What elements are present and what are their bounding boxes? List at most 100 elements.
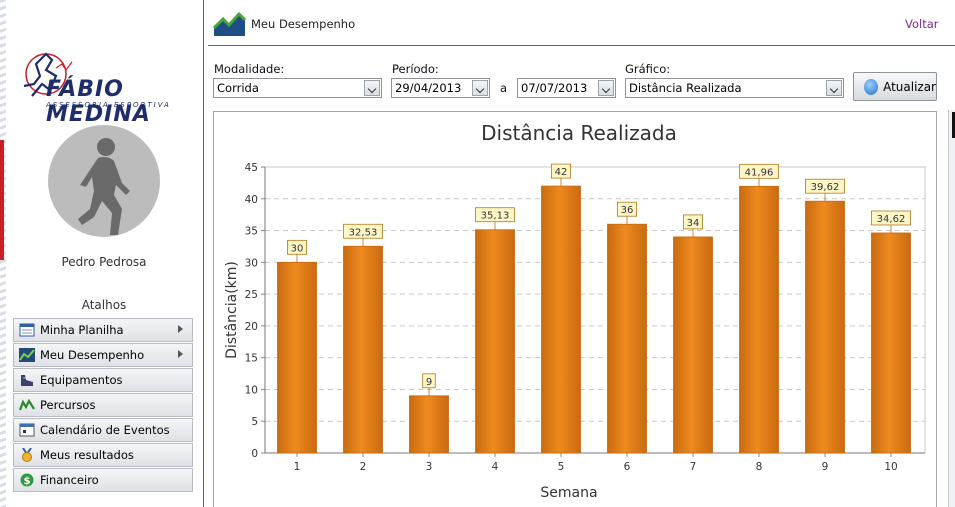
- right-scroll-edge[interactable]: [948, 110, 955, 507]
- back-link[interactable]: Voltar: [905, 17, 939, 31]
- grafico-select[interactable]: Distância Realizada: [625, 78, 844, 98]
- menu-item-meu-desempenho[interactable]: Meu Desempenho: [13, 343, 193, 367]
- chevron-down-icon[interactable]: [598, 80, 614, 96]
- y-tick-label: 40: [245, 194, 258, 206]
- data-label: 35,13: [481, 211, 510, 222]
- calendar-sheet-icon: [19, 323, 35, 337]
- data-label-box: [616, 201, 637, 217]
- y-tick-label: 10: [245, 384, 258, 396]
- data-label-box: [550, 163, 571, 179]
- bar: [409, 395, 449, 454]
- menu-item-label: Percursos: [40, 398, 96, 412]
- bar-chart: Distância Realizada051015202530354045Dis…: [224, 121, 926, 501]
- route-icon: [18, 398, 35, 412]
- y-tick-label: 0: [251, 448, 258, 460]
- x-tick-label: 6: [624, 461, 631, 473]
- menu-item-label: Meus resultados: [40, 448, 134, 462]
- grafico-label: Gráfico:: [625, 62, 671, 76]
- x-tick-label: 4: [492, 461, 499, 473]
- refresh-icon: [864, 78, 879, 95]
- y-axis-label: Distância(km): [224, 261, 240, 359]
- menu-item-calendario-eventos[interactable]: Calendário de Eventos: [13, 418, 193, 442]
- y-tick-label: 45: [245, 162, 258, 174]
- submenu-arrow-icon: [178, 350, 183, 358]
- data-label: 41,96: [745, 167, 774, 178]
- bar: [739, 185, 779, 454]
- menu-item-financeiro[interactable]: $ Financeiro: [13, 468, 193, 492]
- data-label: 34: [687, 218, 700, 229]
- data-label-box: [805, 178, 845, 194]
- runner-silhouette-icon: [78, 138, 130, 235]
- data-label-box: [682, 214, 703, 230]
- x-tick-label: 7: [690, 461, 697, 473]
- start-date-value: 29/04/2013: [395, 81, 462, 95]
- chevron-down-icon[interactable]: [364, 80, 380, 96]
- menu-item-equipamentos[interactable]: Equipamentos: [13, 368, 193, 392]
- chevron-down-icon[interactable]: [826, 80, 842, 96]
- data-label-box: [287, 239, 308, 255]
- menu-item-label: Equipamentos: [40, 373, 123, 387]
- data-label-box: [475, 207, 515, 223]
- grafico-value: Distância Realizada: [629, 81, 742, 95]
- data-label-box: [422, 373, 436, 389]
- shortcuts-menu: Minha Planilha Meu Desempenho Equipament…: [13, 318, 193, 493]
- runner-logo-icon: [23, 52, 73, 97]
- data-label-box: [343, 223, 383, 239]
- data-label: 36: [621, 205, 634, 216]
- x-tick-label: 5: [558, 461, 565, 473]
- data-label-box: [739, 163, 779, 179]
- user-name: Pedro Pedrosa: [61, 255, 147, 269]
- dollar-icon: $: [19, 473, 35, 487]
- end-date-picker[interactable]: 07/07/2013: [517, 78, 616, 98]
- refresh-button-label: Atualizar: [883, 79, 936, 94]
- data-label: 30: [291, 243, 304, 254]
- shortcuts-title: Atalhos: [81, 298, 127, 312]
- x-tick-label: 2: [360, 461, 367, 473]
- data-label: 42: [555, 167, 568, 178]
- performance-chart-icon: [213, 10, 246, 37]
- sidebar: FÁBIO MEDINA ASSESSORIA ESPORTIVA Pedro …: [8, 0, 200, 507]
- menu-item-meus-resultados[interactable]: Meus resultados: [13, 443, 193, 467]
- data-label: 39,62: [811, 182, 840, 193]
- x-tick-label: 3: [426, 461, 433, 473]
- x-tick-label: 9: [822, 461, 829, 473]
- x-tick-label: 8: [756, 461, 763, 473]
- x-axis-label: Semana: [540, 485, 597, 501]
- periodo-label: Período:: [392, 62, 439, 76]
- brand-logo: FÁBIO MEDINA ASSESSORIA ESPORTIVA: [16, 46, 196, 127]
- menu-item-label: Calendário de Eventos: [40, 423, 170, 437]
- y-tick-label: 35: [245, 226, 258, 238]
- modalidade-select[interactable]: Corrida: [213, 78, 382, 98]
- bar: [673, 236, 713, 454]
- y-tick-label: 5: [251, 416, 258, 428]
- header-divider: [208, 45, 955, 46]
- chart-title: Distância Realizada: [481, 121, 677, 145]
- data-label-box: [871, 210, 911, 226]
- bar: [607, 223, 647, 454]
- data-label: 9: [426, 377, 432, 388]
- menu-item-label: Minha Planilha: [40, 323, 124, 337]
- calendar-icon: [19, 423, 35, 437]
- modalidade-value: Corrida: [217, 81, 259, 95]
- bar: [277, 261, 317, 454]
- submenu-arrow-icon: [178, 325, 183, 333]
- performance-chart-icon: [19, 348, 35, 362]
- shoe-icon: [19, 373, 35, 387]
- right-scroll-marker: [952, 112, 955, 138]
- page-title: Meu Desempenho: [251, 17, 356, 31]
- modalidade-label: Modalidade:: [214, 62, 285, 76]
- start-date-picker[interactable]: 29/04/2013: [391, 78, 490, 98]
- refresh-button[interactable]: Atualizar: [853, 72, 937, 101]
- y-tick-label: 15: [245, 353, 258, 365]
- menu-item-percursos[interactable]: Percursos: [13, 393, 193, 417]
- data-label: 34,62: [877, 214, 906, 225]
- brand-name: FÁBIO MEDINA: [46, 77, 151, 127]
- chevron-down-icon[interactable]: [472, 80, 488, 96]
- medal-icon: [19, 447, 35, 462]
- end-date-value: 07/07/2013: [521, 81, 588, 95]
- x-tick-label: 1: [294, 461, 301, 473]
- avatar: [48, 125, 160, 237]
- menu-item-minha-planilha[interactable]: Minha Planilha: [13, 318, 193, 342]
- data-label: 32,53: [349, 227, 378, 238]
